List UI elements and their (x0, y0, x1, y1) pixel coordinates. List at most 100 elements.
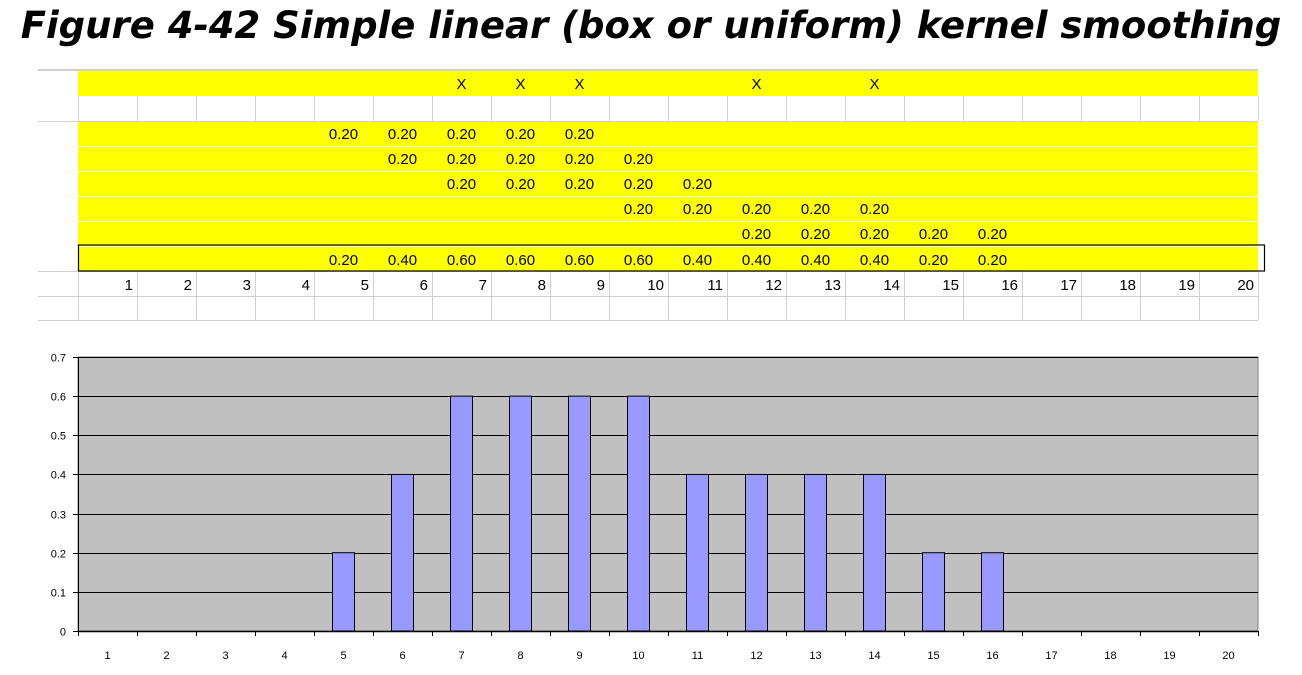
x-tick-label: 5 (340, 650, 346, 662)
weight-cell: 0.20 (624, 201, 653, 218)
weight-cell: 0.20 (801, 201, 830, 218)
sum-cell: 0.20 (329, 252, 358, 269)
x-tick-label: 6 (399, 650, 405, 662)
plot-area (77, 356, 1259, 632)
weight-cell: 0.20 (565, 126, 594, 143)
sum-cell: 0.40 (742, 252, 771, 269)
sum-cell: 0.60 (624, 252, 653, 269)
sum-cell: 0.60 (565, 252, 594, 269)
bar (686, 473, 709, 632)
weight-cell: 0.20 (447, 126, 476, 143)
weight-cell: 0.20 (329, 126, 358, 143)
bar (863, 473, 886, 632)
x-tick-label: 15 (927, 650, 939, 662)
column-number: 15 (942, 277, 959, 294)
column-number: 6 (420, 277, 428, 294)
column-number: 14 (883, 277, 900, 294)
marker-band (78, 70, 1258, 96)
weight-cell: 0.20 (624, 151, 653, 168)
weight-cell: 0.20 (388, 151, 417, 168)
marker-cell: X (456, 76, 466, 93)
sum-cell: 0.40 (683, 252, 712, 269)
bar (568, 395, 591, 632)
x-tick-label: 9 (576, 650, 582, 662)
x-tick-label: 3 (222, 650, 228, 662)
marker-cell: X (869, 76, 879, 93)
column-number: 20 (1237, 277, 1254, 294)
column-number: 5 (361, 277, 369, 294)
column-number: 2 (184, 277, 192, 294)
x-tick-label: 10 (632, 650, 644, 662)
column-number: 4 (302, 277, 310, 294)
weight-cell: 0.20 (506, 176, 535, 193)
column-number: 8 (538, 277, 546, 294)
weight-cell: 0.20 (860, 201, 889, 218)
weight-cell: 0.20 (801, 226, 830, 243)
y-tick-label: 0.2 (51, 549, 66, 561)
weight-cell: 0.20 (447, 151, 476, 168)
x-tick-label: 12 (750, 650, 762, 662)
sum-row-box (77, 244, 1266, 272)
x-tick-label: 1 (104, 650, 110, 662)
x-tick-label: 17 (1045, 650, 1057, 662)
weight-cell: 0.20 (919, 226, 948, 243)
y-tick-label: 0.3 (51, 510, 66, 522)
weight-cell: 0.20 (683, 176, 712, 193)
bar (450, 395, 473, 632)
y-tick-label: 0.5 (51, 431, 66, 443)
y-tick-label: 0.7 (51, 353, 66, 365)
bar (745, 473, 768, 632)
column-number: 18 (1119, 277, 1136, 294)
weight-cell: 0.20 (683, 201, 712, 218)
bar (804, 473, 827, 632)
bar (627, 395, 650, 632)
sum-cell: 0.40 (860, 252, 889, 269)
weight-cell: 0.20 (447, 176, 476, 193)
sum-cell: 0.60 (447, 252, 476, 269)
bar (981, 552, 1004, 632)
x-tick-label: 13 (809, 650, 821, 662)
column-number: 11 (707, 277, 723, 294)
sum-cell: 0.60 (506, 252, 535, 269)
weight-cell: 0.20 (506, 126, 535, 143)
x-tick-label: 16 (986, 650, 998, 662)
marker-cell: X (515, 76, 525, 93)
sum-cell: 0.20 (978, 252, 1007, 269)
sum-cell: 0.40 (801, 252, 830, 269)
x-tick-label: 2 (163, 650, 169, 662)
weight-cell: 0.20 (624, 176, 653, 193)
weight-cell: 0.20 (978, 226, 1007, 243)
y-tick-label: 0.1 (51, 588, 66, 600)
x-tick-label: 8 (517, 650, 523, 662)
x-tick-label: 20 (1222, 650, 1234, 662)
weight-cell: 0.20 (388, 126, 417, 143)
sum-cell: 0.40 (388, 252, 417, 269)
y-tick-label: 0 (60, 627, 66, 639)
bar (391, 473, 414, 632)
x-tick-label: 4 (281, 650, 287, 662)
x-tick-label: 14 (868, 650, 880, 662)
column-number: 9 (597, 277, 605, 294)
y-tick-label: 0.6 (51, 392, 66, 404)
column-number: 3 (243, 277, 251, 294)
column-number: 1 (125, 277, 133, 294)
figure-title: Figure 4-42 Simple linear (box or unifor… (20, 4, 1282, 47)
column-number: 13 (824, 277, 841, 294)
column-number: 16 (1001, 277, 1018, 294)
weight-cell: 0.20 (565, 151, 594, 168)
x-tick-label: 7 (458, 650, 464, 662)
sum-cell: 0.20 (919, 252, 948, 269)
column-number: 7 (479, 277, 487, 294)
weight-cell: 0.20 (565, 176, 594, 193)
marker-cell: X (751, 76, 761, 93)
spreadsheet-grid: X X X X X 0.20 0.20 0.20 0.20 0.20 0.20 0.20 0.20 0.2… (38, 69, 1266, 321)
column-number: 12 (765, 277, 782, 294)
weight-cell: 0.20 (742, 226, 771, 243)
x-tick-label: 18 (1104, 650, 1116, 662)
weight-cell: 0.20 (742, 201, 771, 218)
bar (332, 552, 355, 632)
x-tick-label: 19 (1163, 650, 1175, 662)
bar (922, 552, 945, 632)
column-number: 19 (1178, 277, 1195, 294)
